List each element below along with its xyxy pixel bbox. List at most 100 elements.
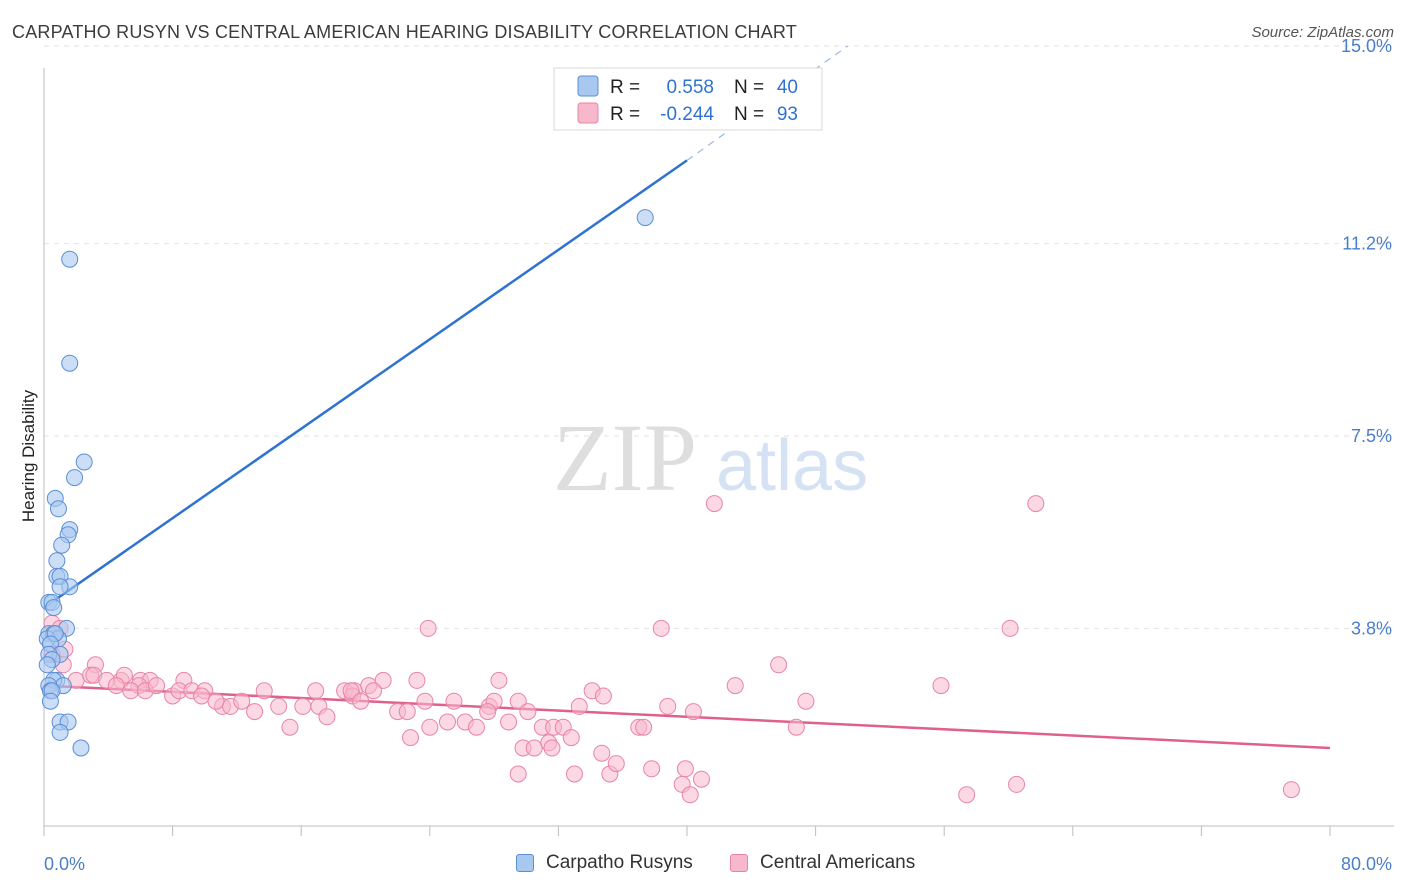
central-americans-point	[421, 718, 439, 736]
y-tick-label: 15.0%	[1341, 36, 1392, 56]
legend-r-label-pink: R =	[610, 104, 640, 125]
central-americans-point	[509, 765, 527, 783]
central-americans-point	[467, 718, 485, 736]
carpatho-rusyns-point	[61, 250, 79, 268]
series-swatch-pink	[730, 854, 748, 872]
y-tick-label: 11.2%	[1342, 234, 1392, 254]
central-americans-point	[787, 718, 805, 736]
central-americans-point	[1001, 619, 1019, 637]
central-americans-point	[770, 656, 788, 674]
central-americans-point	[681, 786, 699, 804]
central-americans-point	[342, 682, 360, 700]
central-americans-point	[543, 739, 561, 757]
central-americans-point	[438, 713, 456, 731]
central-americans-points	[43, 495, 1300, 804]
watermark: ZIP atlas	[553, 404, 868, 511]
central-americans-point	[148, 677, 166, 695]
central-americans-point	[565, 765, 583, 783]
central-americans-point	[607, 755, 625, 773]
central-americans-point	[107, 677, 125, 695]
central-americans-point	[659, 697, 677, 715]
x-tick-label-min: 0.0%	[44, 854, 85, 874]
carpatho-rusyns-point	[72, 739, 90, 757]
carpatho-rusyns-points	[38, 209, 654, 757]
carpatho-rusyns-trend-line	[43, 159, 688, 609]
central-americans-point	[594, 687, 612, 705]
carpatho-rusyns-point	[38, 656, 56, 674]
legend-swatch-blue	[577, 75, 599, 97]
y-tick-label: 7.5%	[1351, 426, 1392, 446]
y-axis-label: Hearing Disability	[19, 389, 38, 522]
trend-lines	[43, 45, 1331, 750]
carpatho-rusyns-point	[41, 692, 59, 710]
central-americans-point	[122, 682, 140, 700]
central-americans-point	[519, 703, 537, 721]
central-americans-point	[408, 671, 426, 689]
carpatho-rusyns-point	[66, 469, 84, 487]
legend-swatch-pink	[577, 102, 599, 124]
carpatho-rusyns-point	[48, 552, 66, 570]
carpatho-rusyns-point	[45, 599, 63, 617]
series-label-carpatho: Carpatho Rusyns	[546, 852, 693, 873]
x-tick-labels: 0.0% 80.0%	[44, 854, 1392, 874]
central-americans-point	[1027, 495, 1045, 513]
carpatho-rusyns-point	[51, 723, 69, 741]
series-legend-central: Central Americans	[730, 852, 915, 874]
legend-n-value-pink: 93	[777, 104, 798, 125]
central-americans-point	[593, 744, 611, 762]
central-americans-point	[726, 677, 744, 695]
series-legend-carpatho: Carpatho Rusyns	[516, 852, 693, 874]
central-americans-point	[255, 682, 273, 700]
central-americans-point	[958, 786, 976, 804]
legend-r-value-pink: -0.244	[660, 104, 714, 125]
central-americans-point	[490, 671, 508, 689]
chart-source: Source: ZipAtlas.com	[1251, 24, 1394, 41]
central-americans-point	[570, 697, 588, 715]
central-americans-point	[246, 703, 264, 721]
legend-r-value-blue: 0.558	[666, 77, 714, 98]
central-americans-point	[684, 703, 702, 721]
carpatho-rusyns-point	[51, 578, 69, 596]
stats-legend-box	[553, 67, 823, 131]
central-americans-point	[509, 692, 527, 710]
grid-lines	[44, 45, 1394, 629]
central-americans-point	[1008, 775, 1026, 793]
carpatho-rusyns-point	[61, 354, 79, 372]
carpatho-rusyns-point	[75, 453, 93, 471]
central-americans-point	[207, 692, 225, 710]
central-americans-point	[281, 718, 299, 736]
carpatho-rusyns-trend-extension	[686, 45, 849, 161]
central-americans-point	[676, 760, 694, 778]
central-americans-point	[479, 703, 497, 721]
central-americans-point	[932, 677, 950, 695]
legend-r-label-blue: R =	[610, 77, 640, 98]
central-americans-point	[365, 682, 383, 700]
legend-n-value-blue: 40	[777, 77, 798, 98]
carpatho-rusyns-point	[53, 536, 71, 554]
central-americans-point	[445, 692, 463, 710]
central-americans-point	[398, 703, 416, 721]
central-americans-point	[635, 718, 653, 736]
central-americans-point	[705, 495, 723, 513]
central-americans-point	[500, 713, 518, 731]
carpatho-rusyns-point	[636, 209, 654, 227]
y-tick-label: 3.8%	[1351, 618, 1392, 638]
legend-n-label-blue: N =	[734, 77, 764, 98]
central-americans-point	[419, 619, 437, 637]
chart-title: CARPATHO RUSYN VS CENTRAL AMERICAN HEARI…	[12, 22, 798, 42]
central-americans-point	[416, 692, 434, 710]
central-americans-point	[692, 770, 710, 788]
central-americans-point	[374, 671, 392, 689]
legend-n-label-pink: N =	[734, 104, 764, 125]
central-americans-point	[193, 687, 211, 705]
central-americans-point	[562, 729, 580, 747]
x-tick-label-max: 80.0%	[1341, 854, 1392, 874]
central-americans-point	[643, 760, 661, 778]
series-label-central: Central Americans	[760, 852, 916, 873]
central-americans-point	[652, 619, 670, 637]
central-americans-point	[352, 692, 370, 710]
central-americans-point	[402, 729, 420, 747]
central-americans-point	[233, 692, 251, 710]
central-americans-point	[307, 682, 325, 700]
